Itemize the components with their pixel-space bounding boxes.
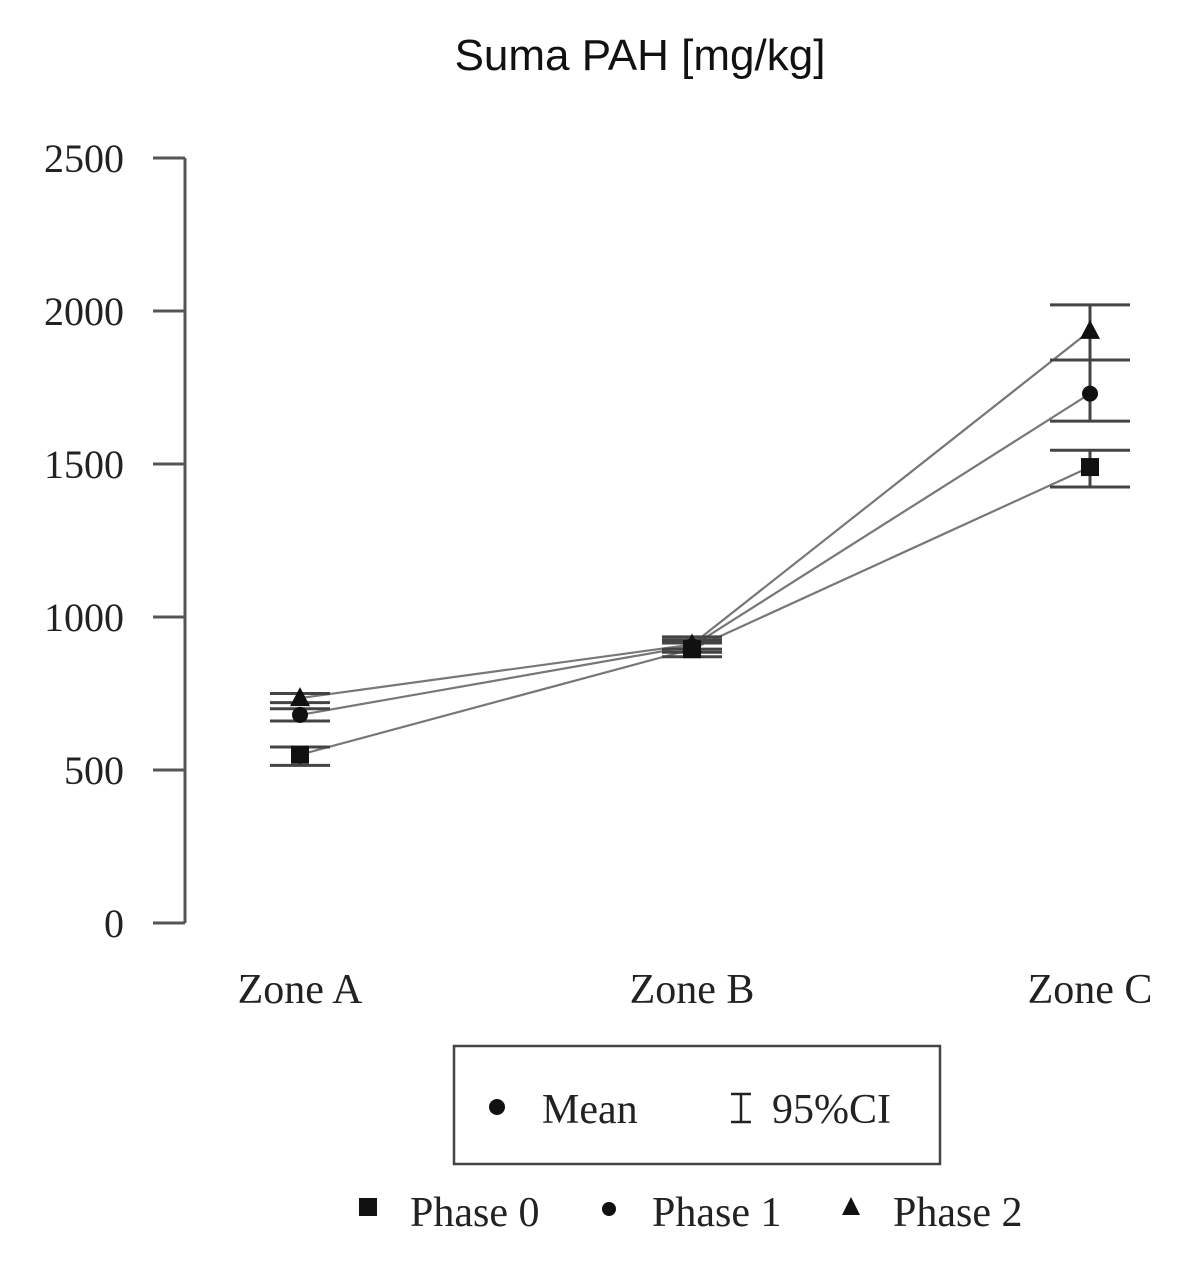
legend-phase0-label: Phase 0 xyxy=(410,1190,540,1236)
legend-mean-icon xyxy=(489,1099,505,1115)
legend-phase2-icon xyxy=(842,1197,860,1215)
marker-phase-0-zone-1 xyxy=(291,745,309,764)
legend-mean-label: Mean xyxy=(542,1087,638,1133)
marker-phase-2-zone-2 xyxy=(682,633,702,653)
legend-ci-icon xyxy=(731,1092,751,1124)
axes: 0 500 1000 1500 2000 2500 Zone A Zone B Zone C xyxy=(44,136,1152,1013)
marker-phase-1-zone-3 xyxy=(1082,385,1098,402)
legend-ci-label: 95%CI xyxy=(772,1087,891,1133)
legend-phase1-label: Phase 1 xyxy=(652,1190,782,1236)
series-lines xyxy=(299,330,1091,756)
legend-phase2-label: Phase 2 xyxy=(893,1190,1023,1236)
series-legend: Phase 0 Phase 1 Phase 2 xyxy=(359,1190,1023,1236)
marker-phase-1-zone-1 xyxy=(292,706,308,723)
marker-phase-2-zone-3 xyxy=(1080,319,1100,339)
x-category-label-1: Zone A xyxy=(238,967,363,1013)
series-line-phase-1 xyxy=(299,392,1091,717)
legend-box: Mean 95%CI xyxy=(452,1044,942,1166)
y-tick-label-500: 500 xyxy=(64,748,124,793)
marker-phase-0-zone-3 xyxy=(1081,458,1099,477)
y-tick-label-1500: 1500 xyxy=(44,442,124,487)
x-category-label-2: Zone B xyxy=(630,967,755,1013)
y-tick-label-1000: 1000 xyxy=(44,595,124,640)
markers xyxy=(290,319,1100,764)
legend-phase0-icon xyxy=(359,1198,377,1216)
y-tick-label-2500: 2500 xyxy=(44,136,124,181)
legend-phase1-icon xyxy=(602,1202,616,1216)
ci-bars xyxy=(270,303,1130,767)
series-line-phase-0 xyxy=(299,466,1091,756)
x-category-label-3: Zone C xyxy=(1028,967,1153,1013)
y-tick-label-2000: 2000 xyxy=(44,289,124,334)
legend-box-frame xyxy=(452,1044,942,1166)
y-tick-label-0: 0 xyxy=(104,901,124,946)
chart-title: Suma PAH [mg/kg] xyxy=(455,31,826,80)
marker-phase-2-zone-1 xyxy=(290,687,310,707)
